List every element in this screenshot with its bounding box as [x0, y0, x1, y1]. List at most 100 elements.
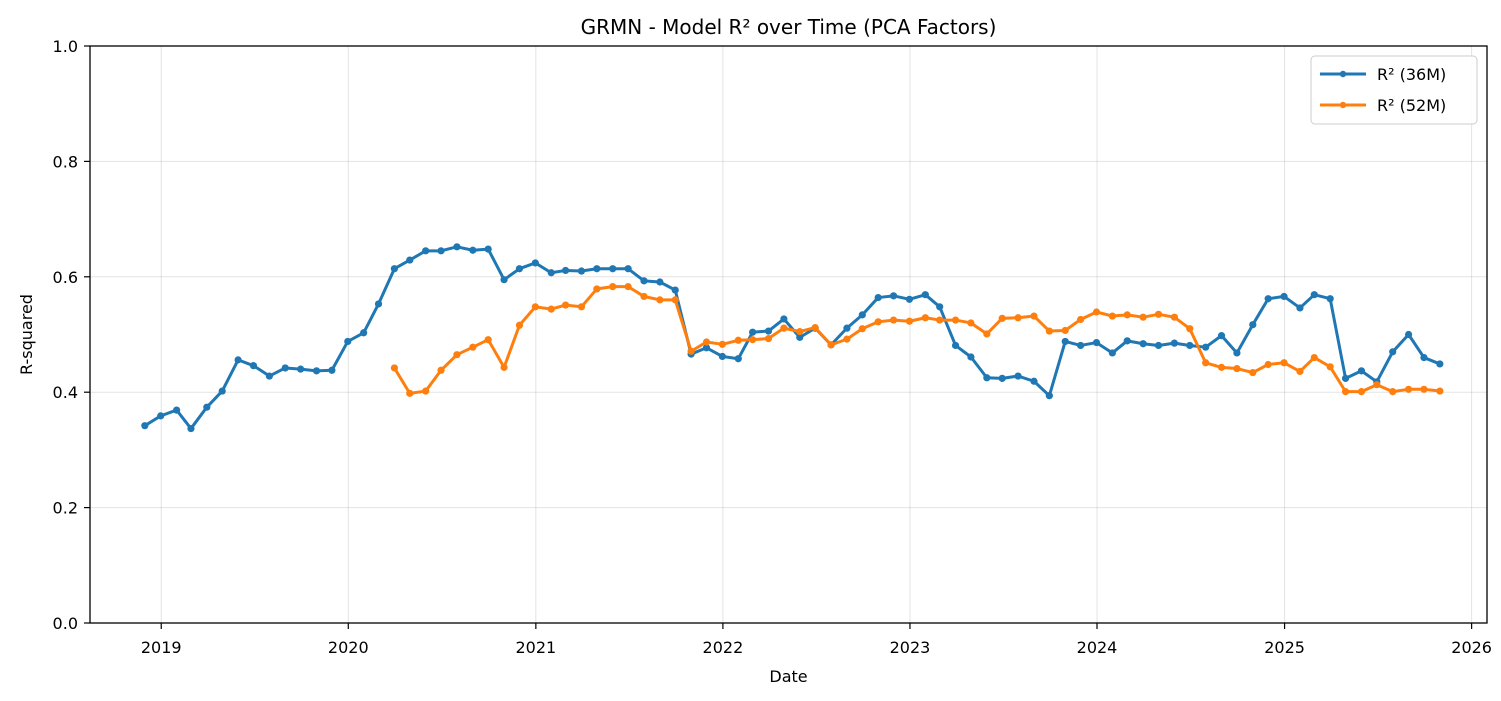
data-point	[1186, 325, 1194, 333]
data-point	[360, 329, 368, 337]
data-point	[1264, 360, 1272, 369]
data-point	[406, 389, 414, 397]
data-point	[764, 334, 773, 343]
data-point	[1217, 363, 1226, 371]
data-point	[203, 403, 211, 411]
data-point	[1217, 332, 1226, 340]
series-2	[390, 283, 1444, 397]
data-point	[1186, 341, 1194, 350]
data-point	[1373, 381, 1381, 389]
data-point	[874, 318, 882, 326]
data-point	[1061, 337, 1069, 346]
data-point	[1420, 353, 1428, 362]
data-point	[1170, 339, 1178, 347]
legend: R² (36M) R² (52M)	[1310, 55, 1478, 125]
data-point	[843, 335, 851, 343]
legend-label-series-1: R² (36M)	[1377, 65, 1446, 84]
x-tick-label: 2022	[703, 638, 744, 657]
data-point	[1045, 327, 1053, 335]
legend-marker-series-1	[1339, 70, 1347, 78]
data-point	[843, 324, 851, 332]
data-point	[858, 311, 866, 319]
data-point	[173, 406, 181, 414]
data-point	[1030, 312, 1038, 320]
data-point	[1077, 315, 1085, 324]
data-point	[734, 336, 742, 344]
y-tick-label: 1.0	[53, 37, 78, 56]
data-point	[1341, 388, 1350, 396]
data-point	[437, 366, 445, 374]
data-point	[889, 292, 898, 300]
data-point	[422, 247, 430, 255]
data-point	[1357, 388, 1366, 396]
data-point	[1123, 337, 1131, 345]
data-point	[1202, 343, 1210, 351]
data-point	[469, 343, 477, 351]
data-point	[936, 316, 944, 324]
data-point	[1233, 349, 1241, 357]
data-point	[921, 314, 929, 322]
data-point	[796, 333, 804, 341]
data-point	[265, 372, 273, 380]
data-point	[749, 336, 757, 344]
x-axis-title: Date	[769, 667, 807, 686]
data-point	[1170, 313, 1178, 321]
data-point	[983, 374, 991, 382]
y-tick-label: 0.2	[53, 499, 78, 518]
data-point	[531, 259, 539, 267]
data-point	[249, 362, 258, 370]
data-point	[656, 296, 664, 304]
data-point	[609, 265, 617, 273]
data-point	[718, 352, 726, 361]
y-tick-label: 0.6	[53, 268, 78, 287]
data-point	[1139, 340, 1147, 348]
data-point	[469, 246, 477, 254]
data-point	[1092, 308, 1101, 316]
data-point	[640, 277, 648, 285]
x-tick-label: 2019	[141, 638, 182, 657]
data-point	[515, 321, 524, 329]
data-point	[780, 324, 788, 332]
data-point	[593, 285, 601, 293]
data-point	[1389, 348, 1397, 356]
data-point	[624, 265, 632, 273]
data-point	[1326, 363, 1334, 371]
data-point	[967, 353, 975, 361]
data-point	[1139, 313, 1147, 321]
data-point	[453, 243, 461, 251]
data-point	[531, 303, 539, 311]
data-point	[1326, 295, 1334, 303]
data-point	[344, 337, 352, 346]
data-point	[500, 276, 508, 284]
data-point	[1296, 367, 1304, 376]
data-point	[1030, 377, 1038, 385]
ticks: 2019 2020 2021 2022 2023 2024 2025 2026 0.0 0.2 0.…	[53, 37, 1492, 657]
data-point	[749, 328, 757, 336]
data-point	[1249, 368, 1257, 377]
data-point	[141, 422, 149, 430]
series-layer	[141, 243, 1444, 433]
data-point	[1310, 291, 1318, 299]
data-point	[187, 424, 195, 433]
data-point	[1389, 388, 1397, 396]
data-point	[1108, 312, 1116, 320]
data-point	[297, 365, 305, 373]
data-point	[1310, 353, 1318, 362]
data-point	[687, 347, 695, 355]
data-point	[374, 300, 383, 308]
y-tick-label: 0.4	[53, 383, 78, 402]
data-point	[281, 364, 289, 372]
data-point	[437, 247, 445, 255]
data-point	[889, 316, 898, 324]
data-point	[671, 286, 679, 294]
data-point	[484, 245, 492, 253]
x-tick-label: 2026	[1451, 638, 1492, 657]
data-point	[764, 327, 773, 335]
data-point	[515, 265, 524, 273]
data-point	[905, 317, 914, 325]
data-point	[577, 267, 586, 275]
data-point	[827, 341, 835, 349]
x-tick-label: 2023	[890, 638, 931, 657]
data-point	[951, 316, 960, 324]
